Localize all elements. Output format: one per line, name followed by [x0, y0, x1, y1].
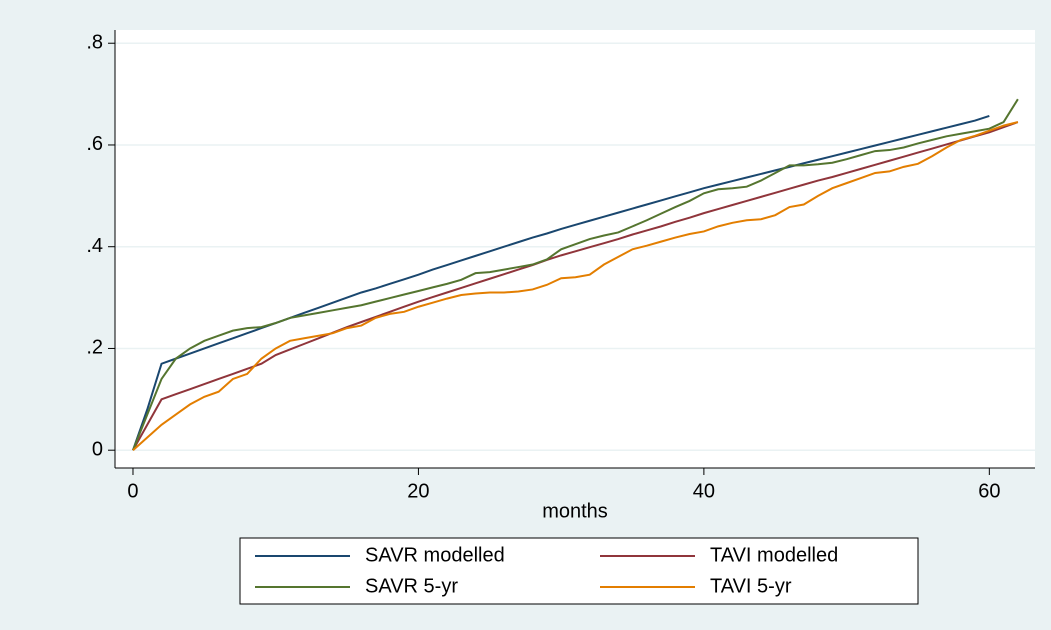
x-tick-label: 40: [693, 480, 715, 502]
y-tick-label: .2: [86, 337, 103, 359]
x-tick-label: 60: [978, 480, 1000, 502]
legend-box: [239, 537, 919, 605]
series-line: [132, 121, 1019, 451]
legend-label: SAVR 5-yr: [365, 575, 458, 597]
plot-area: [115, 30, 1035, 468]
series-line: [132, 121, 1019, 451]
x-tick-label: 0: [127, 480, 138, 502]
x-axis-label: months: [542, 500, 608, 522]
series-line: [132, 98, 1019, 451]
legend-label: TAVI modelled: [710, 544, 838, 566]
x-tick-label: 20: [407, 480, 429, 502]
y-tick-label: .6: [86, 133, 103, 155]
y-tick-label: .4: [86, 235, 103, 257]
y-tick-label: 0: [92, 438, 103, 460]
legend-label: SAVR modelled: [365, 544, 505, 566]
legend-label: TAVI 5-yr: [710, 575, 792, 597]
y-tick-label: .8: [86, 32, 103, 54]
